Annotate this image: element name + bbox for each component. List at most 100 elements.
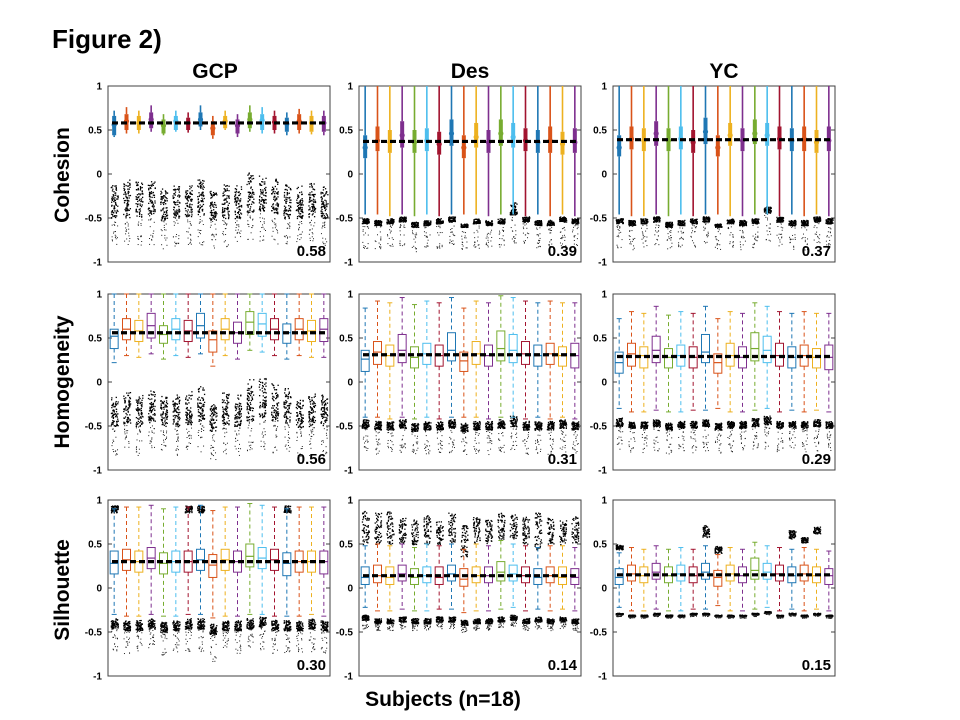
outlier-point <box>227 211 229 213</box>
outlier-point <box>301 193 303 195</box>
outlier-point <box>658 225 660 227</box>
outlier-point <box>719 244 721 246</box>
outlier-point <box>436 246 438 248</box>
outlier-point <box>176 212 179 214</box>
outlier-point <box>488 222 491 225</box>
outlier-point <box>289 187 292 190</box>
outlier-point <box>403 244 405 246</box>
outlier-point <box>755 236 757 238</box>
outlier-point <box>222 211 224 213</box>
outlier-point <box>522 232 524 234</box>
outlier-point <box>452 240 454 242</box>
outlier-point <box>707 233 709 235</box>
outlier-point <box>321 198 323 201</box>
outlier-point <box>299 200 301 202</box>
outlier-point <box>213 212 215 214</box>
outlier-point <box>226 188 228 190</box>
outlier-point <box>666 222 668 224</box>
outlier-point <box>704 222 706 224</box>
outlier-point <box>238 210 240 213</box>
outlier-point <box>765 216 767 218</box>
outlier-point <box>704 227 706 229</box>
outlier-point <box>174 214 176 216</box>
outlier-point <box>148 207 151 209</box>
outlier-point <box>151 200 153 202</box>
outlier-point <box>263 183 265 185</box>
outlier-point <box>239 200 242 202</box>
outlier-point <box>150 187 152 190</box>
outlier-point <box>240 212 242 214</box>
outlier-point <box>186 211 189 213</box>
outlier-point <box>186 195 188 198</box>
outlier-point <box>148 193 151 196</box>
outlier-point <box>260 221 262 223</box>
outlier-point <box>634 222 636 225</box>
outlier-point <box>694 244 696 246</box>
outlier-point <box>126 210 128 212</box>
outlier-point <box>274 193 276 195</box>
outlier-point <box>126 208 128 210</box>
outlier-point <box>275 197 277 199</box>
outlier-point <box>436 247 438 249</box>
outlier-point <box>462 225 465 227</box>
outlier-point <box>236 232 238 234</box>
outlier-point <box>258 175 261 177</box>
outlier-point <box>164 219 166 221</box>
outlier-point <box>367 226 369 228</box>
outlier-point <box>523 240 525 242</box>
outlier-point <box>680 230 682 232</box>
outlier-point <box>226 223 228 225</box>
outlier-point <box>215 239 217 241</box>
outlier-point <box>776 218 779 220</box>
outlier-point <box>321 202 324 204</box>
outlier-point <box>259 183 261 185</box>
outlier-point <box>141 193 143 195</box>
outlier-point <box>164 190 167 192</box>
outlier-point <box>234 195 236 197</box>
outlier-point <box>325 217 327 220</box>
outlier-point <box>174 211 176 213</box>
outlier-point <box>322 189 325 191</box>
outlier-point <box>449 221 451 223</box>
outlier-point <box>439 247 441 249</box>
outlier-point <box>258 202 261 204</box>
outlier-point <box>178 201 180 204</box>
outlier-point <box>129 179 131 181</box>
outlier-point <box>260 193 262 195</box>
outlier-point <box>210 221 212 223</box>
outlier-point <box>211 195 214 197</box>
outlier-point <box>617 234 619 236</box>
outlier-point <box>311 210 313 212</box>
outlier-point <box>201 197 203 199</box>
outlier-point <box>657 235 659 237</box>
outlier-point <box>678 221 681 224</box>
outlier-point <box>162 202 164 204</box>
outlier-point <box>277 243 279 245</box>
outlier-point <box>221 212 224 214</box>
outlier-point <box>140 198 143 200</box>
outlier-point <box>272 203 275 205</box>
outlier-point <box>377 224 379 226</box>
outlier-point <box>226 201 228 203</box>
outlier-point <box>235 197 237 199</box>
outlier-point <box>265 230 267 232</box>
outlier-point <box>742 235 744 237</box>
outlier-point <box>202 203 205 206</box>
outlier-point <box>715 226 717 228</box>
outlier-point <box>127 225 129 227</box>
outlier-point <box>249 180 252 182</box>
outlier-point <box>138 221 140 223</box>
outlier-point <box>523 242 525 244</box>
outlier-point <box>437 218 439 220</box>
outlier-point <box>285 196 287 199</box>
outlier-point <box>474 244 476 246</box>
y-tick-label: 0 <box>601 170 607 181</box>
outlier-point <box>781 237 783 239</box>
outlier-point <box>139 187 142 189</box>
outlier-point <box>412 232 414 234</box>
outlier-point <box>523 228 525 230</box>
outlier-point <box>277 196 279 198</box>
outlier-point <box>173 201 176 203</box>
outlier-point <box>165 207 167 209</box>
outlier-point <box>391 224 393 226</box>
